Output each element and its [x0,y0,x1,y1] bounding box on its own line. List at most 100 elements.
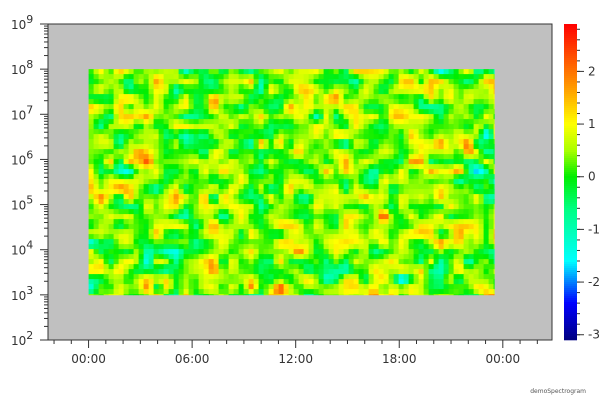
heatmap-cell [283,134,289,140]
heatmap-cell [128,294,134,296]
heatmap-cell [178,244,184,250]
heatmap-cell [193,144,199,150]
heatmap-cell [248,284,254,290]
heatmap-cell [228,234,234,240]
heatmap-cell [403,249,409,255]
heatmap-cell [353,259,359,265]
heatmap-cell [338,184,344,190]
heatmap-cell [158,209,164,215]
heatmap-cell [168,164,174,170]
heatmap-cell [278,159,284,165]
heatmap-cell [228,169,234,175]
heatmap-cell [283,79,289,85]
heatmap-cell [323,139,329,145]
heatmap-cell [123,289,129,295]
heatmap-cell [393,244,399,250]
heatmap-cell [303,234,309,240]
heatmap-cell [478,184,484,190]
heatmap-cell [138,159,144,165]
colorbar-segment [564,30,577,33]
heatmap-cell [373,254,379,260]
heatmap-cell [338,179,344,185]
heatmap-cell [383,249,389,255]
heatmap-cell [158,294,164,296]
heatmap-cell [323,164,329,170]
heatmap-cell [468,199,474,205]
heatmap-cell [113,149,119,155]
colorbar-segment [564,224,577,227]
heatmap-cell [363,279,369,285]
heatmap-cell [378,254,384,260]
heatmap-cell [363,214,369,220]
heatmap-cell [168,199,174,205]
heatmap-cell [438,184,444,190]
heatmap-cell [293,94,299,100]
heatmap-cell [253,74,259,80]
heatmap-cell [273,179,279,185]
heatmap-cell [408,194,414,200]
heatmap-cell [93,104,99,110]
heatmap-cell [433,224,439,230]
heatmap-cell [408,224,414,230]
heatmap-cell [188,164,194,170]
heatmap-cell [293,84,299,90]
heatmap-cell [383,159,389,165]
heatmap-cell [398,154,404,160]
heatmap-cell [398,199,404,205]
heatmap-cell [303,259,309,265]
heatmap-cell [253,164,259,170]
heatmap-cell [448,169,454,175]
heatmap-cell [413,154,419,160]
heatmap-cell [138,84,144,90]
heatmap-cell [278,204,284,210]
heatmap-cell [98,129,104,135]
heatmap-cell [173,214,179,220]
heatmap-cell [388,264,394,270]
heatmap-cell [448,84,454,90]
heatmap-cell [273,279,279,285]
heatmap-cell [208,114,214,120]
heatmap-cell [198,124,204,130]
heatmap-cell [348,109,354,115]
heatmap-cell [493,194,495,200]
heatmap-cell [318,79,324,85]
heatmap-cell [103,214,109,220]
heatmap-cell [303,149,309,155]
heatmap-cell [128,264,134,270]
heatmap-cell [98,154,104,160]
heatmap-cell [363,294,369,296]
heatmap-cell [128,209,134,215]
heatmap-cell [253,294,259,296]
heatmap-cell [238,149,244,155]
heatmap-cell [458,229,464,235]
heatmap-cell [483,224,489,230]
heatmap-cell [238,164,244,170]
heatmap-cell [338,119,344,125]
heatmap-cell [353,274,359,280]
heatmap-cell [183,279,189,285]
heatmap-cell [328,199,334,205]
heatmap-cell [98,114,104,120]
heatmap-cell [288,259,294,265]
heatmap-cell [313,149,319,155]
heatmap-cell [193,279,199,285]
heatmap-cell [198,279,204,285]
heatmap-cell [483,159,489,165]
heatmap-cell [148,124,154,130]
heatmap-cell [308,124,314,130]
heatmap-cell [353,184,359,190]
heatmap-cell [478,109,484,115]
heatmap-cell [453,119,459,125]
heatmap-cell [308,114,314,120]
heatmap-cell [333,144,339,150]
heatmap-cell [488,189,494,195]
heatmap-cell [123,94,129,100]
heatmap-cell [203,269,209,275]
heatmap-cell [218,249,224,255]
heatmap-cell [448,119,454,125]
heatmap-cell [413,189,419,195]
heatmap-cell [88,249,94,255]
heatmap-cell [428,69,434,75]
heatmap-cell [133,289,139,295]
heatmap-cell [408,254,414,260]
